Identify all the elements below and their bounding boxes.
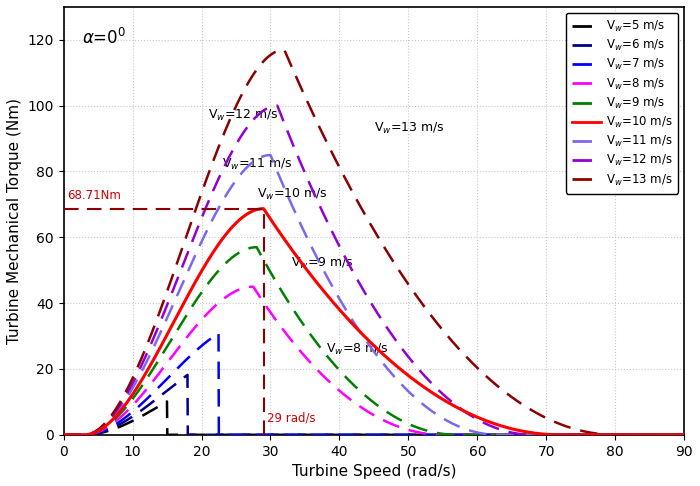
Text: V$_w$=9 m/s: V$_w$=9 m/s [291,256,354,271]
Y-axis label: Turbine Mechanical Torque (Nm): Turbine Mechanical Torque (Nm) [7,98,22,344]
Text: V$_w$=11 m/s: V$_w$=11 m/s [222,157,293,173]
Text: 68.71Nm: 68.71Nm [67,189,121,202]
Legend: V$_w$=5 m/s, V$_w$=6 m/s, V$_w$=7 m/s, V$_w$=8 m/s, V$_w$=9 m/s, V$_w$=10 m/s, V: V$_w$=5 m/s, V$_w$=6 m/s, V$_w$=7 m/s, V… [566,13,678,193]
Text: 29 rad/s: 29 rad/s [267,412,316,425]
Text: V$_w$=10 m/s: V$_w$=10 m/s [257,187,328,202]
Text: V$_w$=8 m/s: V$_w$=8 m/s [326,342,388,357]
Text: $\alpha$=0$^0$: $\alpha$=0$^0$ [82,28,127,49]
Text: V$_w$=12 m/s: V$_w$=12 m/s [209,108,279,123]
Text: V$_w$=13 m/s: V$_w$=13 m/s [374,121,444,136]
X-axis label: Turbine Speed (rad/s): Turbine Speed (rad/s) [292,464,456,479]
